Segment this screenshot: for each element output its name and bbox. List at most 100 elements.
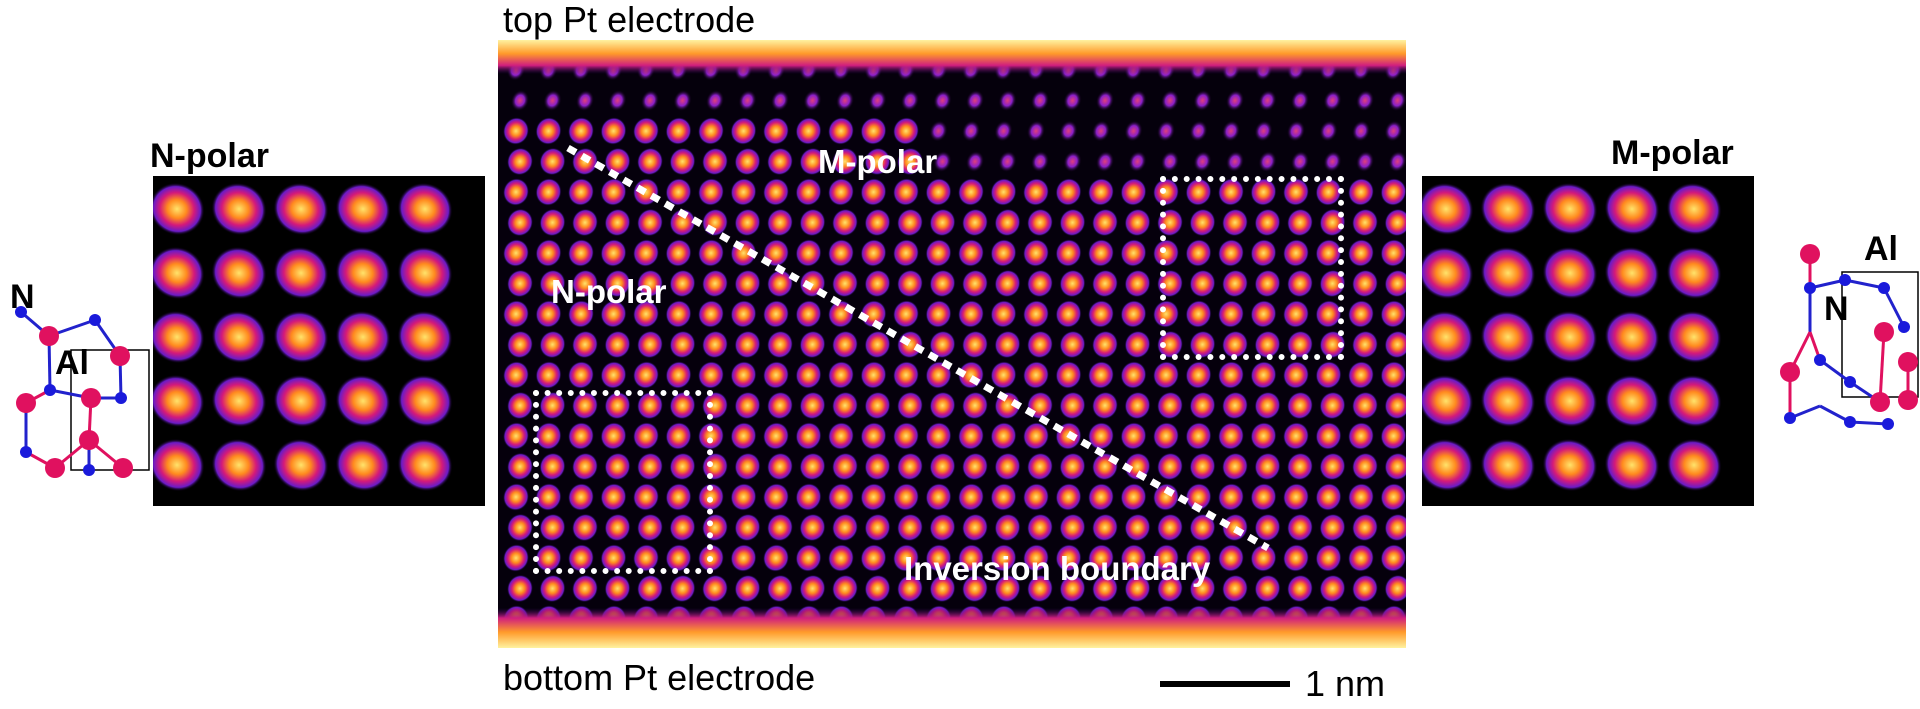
atom-column [766, 269, 794, 298]
atom-column [1254, 574, 1281, 603]
atom-column [1480, 374, 1536, 428]
atom-column [864, 269, 891, 298]
atom-column [1063, 89, 1082, 112]
atom-column [506, 330, 534, 359]
atom-column [335, 182, 391, 236]
atom-column [1152, 178, 1180, 206]
atom-column [1189, 208, 1216, 237]
atom-column [1091, 120, 1111, 142]
atom-column [734, 208, 761, 237]
atom-column [1347, 422, 1375, 450]
atom-column [998, 150, 1017, 173]
atom-column [1055, 544, 1082, 572]
main-label-inversion-boundary: Inversion boundary [904, 550, 1211, 587]
atom-column [762, 178, 790, 206]
atom-column [1189, 513, 1216, 542]
atom-column [730, 544, 757, 572]
atom-column [1666, 246, 1722, 300]
atom-column [335, 310, 391, 364]
atom-column [892, 544, 920, 572]
atom-column [571, 269, 599, 298]
atom-column [1380, 544, 1406, 572]
atom-column [766, 330, 794, 359]
atom-column [539, 391, 566, 420]
atom-column [961, 574, 989, 603]
atom-column [1351, 330, 1379, 359]
atom-column [1384, 574, 1406, 603]
atom-column [1380, 361, 1406, 389]
atom-column [1022, 178, 1050, 206]
atom-column [730, 178, 757, 206]
atom-column [632, 361, 660, 389]
atom-column [502, 544, 530, 572]
atom-column [1542, 310, 1598, 364]
atom-column [539, 513, 566, 542]
atom-column [211, 246, 267, 300]
atom-column [929, 574, 956, 603]
atom-column [502, 117, 530, 145]
atom-column [1055, 483, 1082, 511]
atom-column [397, 310, 453, 364]
atom-column [1156, 452, 1184, 481]
atom-column [831, 147, 859, 176]
atom-column [669, 574, 696, 603]
atom-column [669, 452, 696, 481]
atom-column [211, 310, 267, 364]
atom-column [892, 483, 920, 511]
atom-column [1055, 239, 1082, 267]
atom-column [1189, 269, 1216, 298]
atom-column [1022, 483, 1050, 511]
atom-column [567, 544, 595, 572]
atom-column [1384, 391, 1406, 420]
atom-column [827, 178, 855, 206]
atom-column [335, 246, 391, 300]
atom-column [273, 438, 329, 492]
atom-column [1323, 150, 1342, 173]
atom-column [860, 422, 887, 450]
atom-column [604, 269, 631, 298]
atom-column [864, 391, 891, 420]
atom-column [957, 422, 985, 450]
main-label-n-polar: N-polar [551, 273, 667, 310]
atom-column [211, 374, 267, 428]
atom-column [636, 513, 664, 542]
atom-column [539, 330, 566, 359]
atom-column [1282, 178, 1310, 206]
atom-column [762, 544, 790, 572]
atom-column [795, 483, 822, 511]
atom-column [929, 391, 956, 420]
atom-column [1160, 150, 1180, 173]
atom-column [1250, 422, 1277, 450]
atom-column [1254, 120, 1273, 142]
atom-column [1022, 422, 1050, 450]
atom-column [896, 269, 924, 298]
atom-column [1604, 438, 1660, 492]
atom-column [665, 300, 692, 328]
atom-column [799, 330, 826, 359]
atom-column [1128, 89, 1147, 112]
atom-column [799, 452, 826, 481]
atom-column [799, 208, 826, 237]
atom-column [766, 147, 794, 176]
atom-column [1217, 544, 1245, 572]
atom-column [831, 269, 859, 298]
atom-column [961, 513, 989, 542]
atom-column [1347, 178, 1375, 206]
atom-column [1347, 239, 1375, 267]
atom-column [1258, 150, 1277, 173]
right-inset-image [1422, 176, 1754, 506]
atom-column [1286, 391, 1314, 420]
atom-column [153, 182, 205, 236]
atom-column [990, 239, 1017, 267]
atom-column [734, 574, 761, 603]
atom-column [1286, 269, 1314, 298]
atom-column [1319, 574, 1346, 603]
inversion-boundary-line [566, 144, 1270, 552]
bottom-electrode-band [498, 608, 1406, 648]
atom-column [766, 391, 794, 420]
atom-column [1217, 361, 1245, 389]
atom-column [896, 391, 924, 420]
atom-column [1315, 178, 1342, 206]
atom-column [1286, 120, 1306, 142]
atom-column [1250, 300, 1277, 328]
